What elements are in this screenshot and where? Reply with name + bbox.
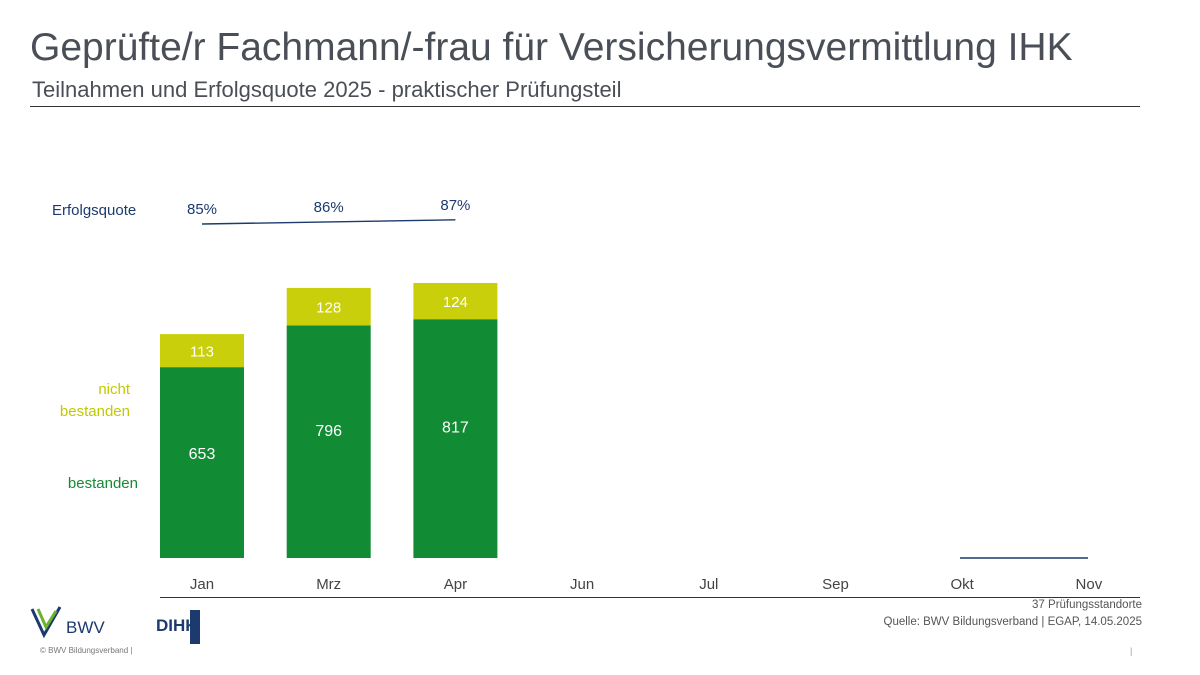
x-tick-label: Mrz xyxy=(316,576,341,593)
copyright-text: © BWV Bildungsverband | xyxy=(40,646,133,655)
bar-bestanden xyxy=(160,367,244,558)
data-label-bestanden: 653 xyxy=(189,446,216,463)
dihk-logo-stripe xyxy=(190,610,200,644)
dihk-logo-text: DIHK xyxy=(156,616,198,635)
legend-nicht-bestanden: nicht bestanden xyxy=(20,379,130,423)
header-divider xyxy=(30,106,1140,107)
rate-label: 86% xyxy=(314,199,344,216)
dihk-logo: DIHK xyxy=(134,610,200,644)
x-tick-label: Jul xyxy=(699,576,718,593)
legend-nicht-line2: bestanden xyxy=(59,403,130,420)
bar-bestanden xyxy=(413,319,498,558)
rate-label: 85% xyxy=(187,201,217,218)
x-tick-label: Apr xyxy=(444,576,467,593)
bwv-logo-text: BWV xyxy=(66,618,105,637)
legend-bestanden: bestanden xyxy=(67,475,138,492)
x-axis-labels: Jan Mrz Apr Jun Jul Sep Okt Nov xyxy=(190,576,1103,593)
bwv-logo-icon xyxy=(30,606,62,639)
source-note: Quelle: BWV Bildungsverband | EGAP, 14.0… xyxy=(883,616,1143,628)
rate-line xyxy=(201,219,456,225)
bar-nicht-bestanden xyxy=(413,282,498,320)
rate-label: 87% xyxy=(440,197,470,214)
bars-layer: 653 113 796 128 817 124 xyxy=(160,282,498,558)
data-label-nicht-bestanden: 124 xyxy=(443,294,468,311)
bar-bestanden xyxy=(286,325,371,558)
bar-nicht-bestanden xyxy=(286,287,371,326)
x-tick-label: Jun xyxy=(570,576,594,593)
page-title: Geprüfte/r Fachmann/-frau für Versicheru… xyxy=(30,26,1073,69)
legend-nicht-line1: nicht xyxy=(98,381,130,398)
bar-nicht-bestanden xyxy=(160,334,244,368)
x-tick-label: Okt xyxy=(951,576,975,593)
data-label-nicht-bestanden: 113 xyxy=(190,344,214,361)
locations-note: 37 Prüfungsstandorte xyxy=(1032,599,1142,611)
x-tick-label: Nov xyxy=(1076,576,1103,593)
legend-erfolgsquote: Erfolgsquote xyxy=(52,202,137,219)
rate-layer: 85% 86% 87% xyxy=(187,197,470,225)
dihk-logo-panel xyxy=(134,610,192,644)
page-separator: | xyxy=(1130,646,1133,656)
x-tick-label: Sep xyxy=(822,576,849,593)
bwv-logo: BWV xyxy=(30,605,120,645)
data-label-nicht-bestanden: 128 xyxy=(316,300,341,317)
page-subtitle: Teilnahmen und Erfolgsquote 2025 - prakt… xyxy=(32,77,622,102)
data-label-bestanden: 817 xyxy=(442,420,469,437)
footer-divider xyxy=(160,597,1140,598)
x-tick-label: Jan xyxy=(190,576,214,593)
data-label-bestanden: 796 xyxy=(315,423,342,440)
